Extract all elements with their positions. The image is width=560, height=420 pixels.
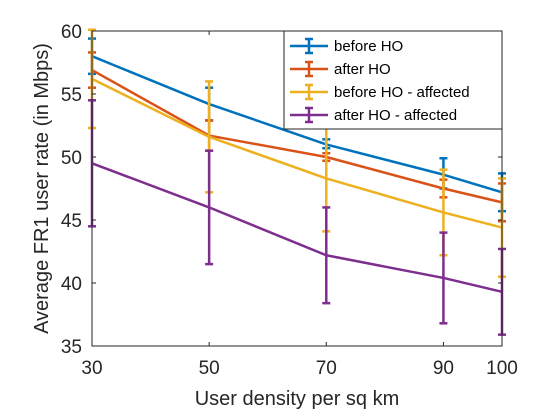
y-axis-label: Average FR1 user rate (in Mbps): [31, 43, 53, 334]
legend: before HO after HO before HO - affected aft…: [284, 31, 502, 129]
y-tick-label: 55: [61, 85, 82, 106]
legend-label: after HO - affected: [334, 107, 457, 124]
y-tick-label: 60: [61, 22, 82, 43]
y-tick-label: 35: [61, 337, 82, 358]
x-tick-label: 100: [486, 358, 518, 379]
legend-label: after HO: [334, 61, 391, 78]
x-tick-label: 30: [81, 358, 102, 379]
x-tick-label: 90: [433, 358, 454, 379]
legend-label: before HO - affected: [334, 84, 470, 101]
y-tick-label: 45: [61, 211, 82, 232]
x-tick-label: 50: [199, 358, 220, 379]
y-tick-label: 40: [61, 274, 82, 295]
x-axis-label: User density per sq km: [195, 388, 400, 410]
x-tick-label: 70: [316, 358, 337, 379]
legend-label: before HO: [334, 38, 403, 55]
y-tick-label: 50: [61, 148, 82, 169]
